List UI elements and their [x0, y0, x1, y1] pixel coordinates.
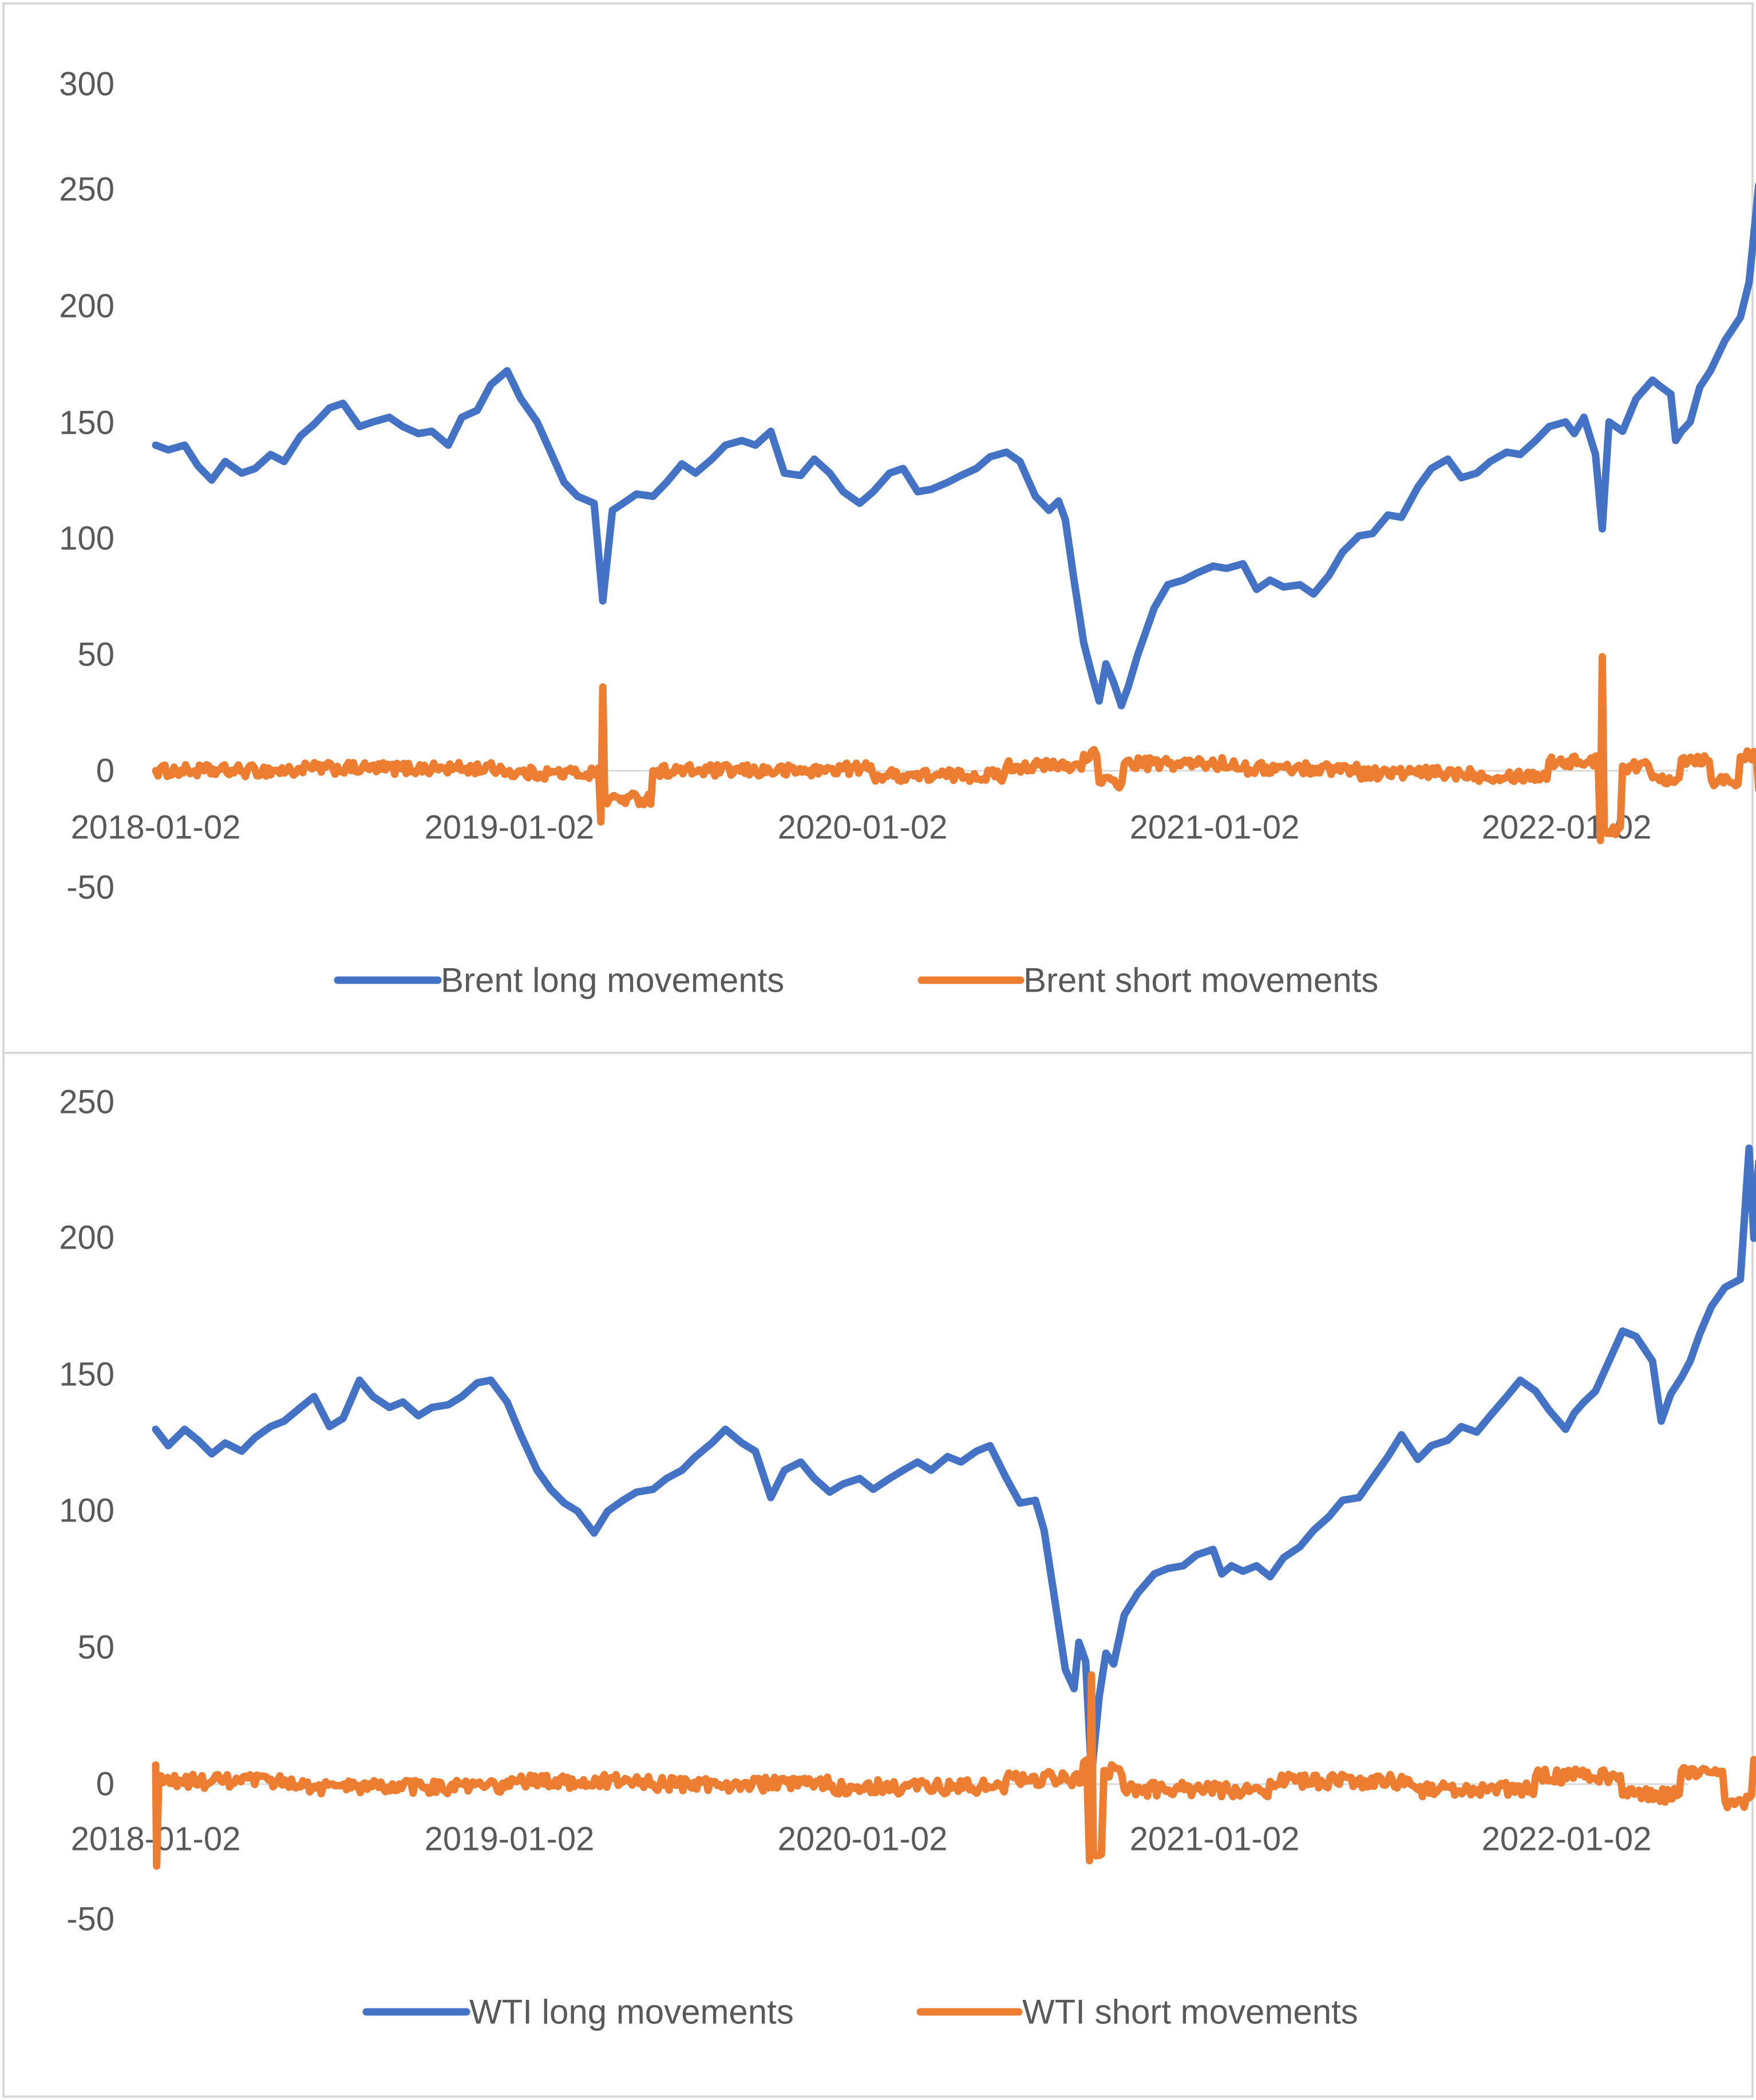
- brent-y-tick-250: 250: [59, 171, 114, 208]
- brent-x-tick-2022: 2022-01-02: [1482, 809, 1652, 846]
- chart-panel-brent: 300 250 200 150 100 50 0 -50 2018-01-02 …: [2, 2, 1756, 1054]
- wti-y-tick-100: 100: [59, 1492, 114, 1530]
- brent-y-tick-300: 300: [59, 66, 114, 103]
- wti-legend-short-label: WTI short movements: [1022, 1993, 1358, 2031]
- brent-x-tick-2019: 2019-01-02: [425, 809, 595, 846]
- brent-x-tick-2018: 2018-01-02: [71, 809, 241, 846]
- chart-panel-brent-frame: [2, 2, 1754, 1054]
- wti-x-tick-2022: 2022-01-02: [1482, 1821, 1652, 1858]
- wti-y-tick-neg50: -50: [66, 1901, 114, 1938]
- brent-y-tick-150: 150: [59, 405, 114, 442]
- wti-legend-long-label: WTI long movements: [469, 1993, 794, 2031]
- wti-y-tick-250: 250: [59, 1084, 114, 1121]
- brent-legend-short-label: Brent short movements: [1023, 961, 1378, 1000]
- brent-y-tick-100: 100: [59, 520, 114, 557]
- brent-x-tick-2020: 2020-01-02: [778, 809, 948, 846]
- brent-y-tick-0: 0: [96, 752, 114, 790]
- wti-x-tick-2021: 2021-01-02: [1130, 1821, 1300, 1858]
- wti-y-tick-50: 50: [77, 1629, 114, 1666]
- wti-x-tick-2020: 2020-01-02: [778, 1821, 948, 1858]
- wti-legend: WTI long movements WTI short movements: [362, 1993, 1358, 2031]
- chart-panel-wti-frame: [2, 1052, 1754, 2098]
- brent-legend: Brent long movements Brent short movemen…: [334, 961, 1378, 1000]
- wti-long-movements-line: [152, 1144, 1756, 1780]
- chart-panel-wti: 250 200 150 100 50 0 -50 2018-01-02 2019…: [2, 1052, 1756, 2098]
- wti-short-movements-line: [152, 1671, 1756, 1870]
- brent-short-movements-line: [152, 653, 1756, 845]
- brent-x-tick-2021: 2021-01-02: [1130, 809, 1300, 846]
- brent-long-movements-line: [152, 182, 1756, 710]
- brent-y-tick-neg50: -50: [66, 869, 114, 906]
- brent-y-tick-50: 50: [77, 636, 114, 673]
- wti-y-tick-150: 150: [59, 1356, 114, 1393]
- wti-y-tick-0: 0: [96, 1766, 114, 1803]
- wti-y-tick-200: 200: [59, 1219, 114, 1257]
- wti-x-tick-2019: 2019-01-02: [425, 1821, 595, 1858]
- brent-y-tick-200: 200: [59, 288, 114, 325]
- brent-legend-long-label: Brent long movements: [441, 961, 784, 1000]
